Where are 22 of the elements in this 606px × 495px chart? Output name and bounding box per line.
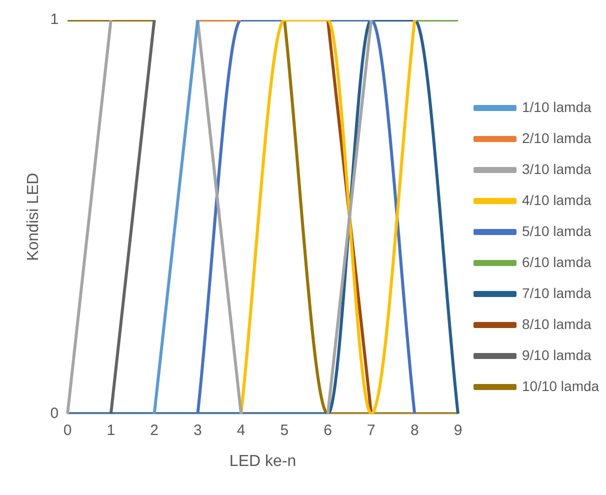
legend-label: 4/10 lamda	[522, 192, 592, 208]
legend-label: 8/10 lamda	[522, 316, 592, 332]
x-tick-label: 8	[410, 422, 419, 439]
legend-label: 7/10 lamda	[522, 284, 592, 301]
x-tick-label: 7	[367, 422, 376, 439]
legend-label: 1/10 lamda	[522, 98, 592, 115]
legend-label: 6/10 lamda	[522, 254, 592, 270]
x-tick-label: 1	[106, 422, 116, 439]
legend-label: 10/10 lamda	[522, 378, 600, 394]
x-tick-label: 3	[194, 422, 202, 439]
legend-label: 5/10 lamda	[522, 222, 592, 239]
x-tick-label: 4	[236, 422, 246, 439]
legend-label: 3/10 lamda	[522, 160, 592, 177]
y-axis-title: Kondisi LED	[25, 172, 42, 261]
legend-label: 9/10 lamda	[522, 346, 592, 363]
x-tick-label: 5	[280, 422, 289, 439]
x-axis-title: LED ke-n	[229, 452, 296, 470]
x-tick-label: 6	[324, 422, 332, 439]
legend-label: 2/10 lamda	[522, 130, 592, 146]
x-tick-label: 2	[150, 422, 158, 439]
x-tick-label: 0	[63, 422, 72, 439]
x-tick-label: 9	[454, 422, 462, 439]
